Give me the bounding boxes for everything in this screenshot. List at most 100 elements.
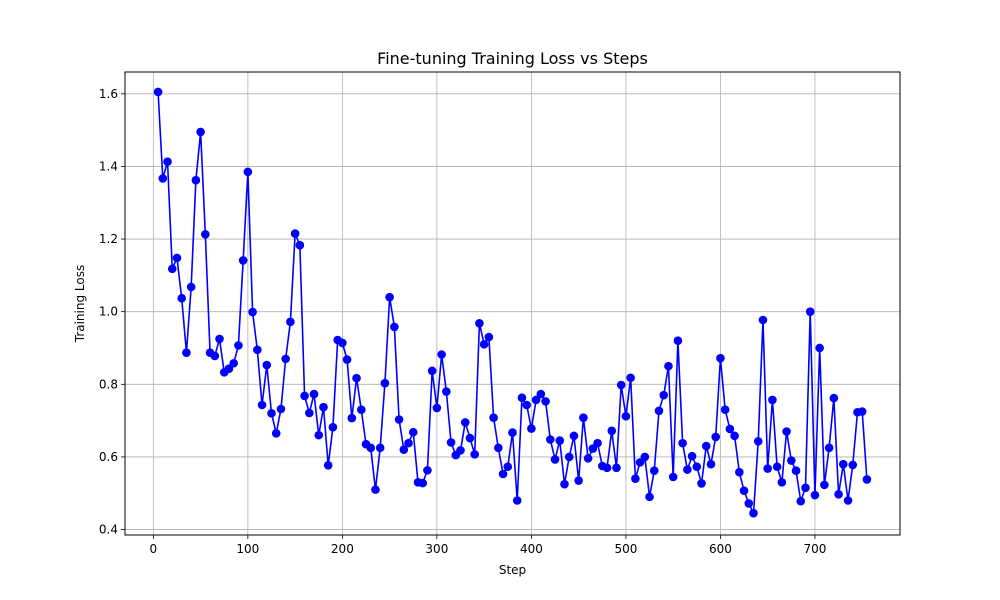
data-point — [730, 431, 739, 441]
data-point — [824, 443, 834, 453]
data-point — [248, 307, 257, 317]
data-point — [782, 427, 791, 436]
data-point — [583, 454, 593, 463]
data-point — [295, 240, 305, 250]
data-point — [271, 429, 281, 438]
x-axis-label: Step — [499, 563, 526, 577]
data-point — [607, 426, 617, 436]
data-point — [253, 345, 262, 355]
data-point — [857, 407, 867, 416]
data-point — [626, 373, 635, 383]
data-point — [810, 490, 820, 500]
data-point — [517, 393, 527, 403]
data-point — [347, 413, 357, 423]
data-point — [172, 253, 182, 263]
data-point — [319, 402, 328, 412]
data-point — [664, 361, 673, 371]
data-point — [375, 443, 385, 453]
data-point — [286, 317, 295, 327]
data-point — [465, 433, 475, 443]
data-point — [749, 508, 758, 518]
data-point — [305, 408, 314, 418]
data-point — [697, 479, 706, 488]
data-point — [281, 354, 290, 364]
data-point — [512, 496, 522, 505]
data-point — [862, 475, 872, 484]
data-point — [300, 391, 309, 401]
data-point — [475, 318, 484, 328]
y-tick-label: 1.4 — [99, 159, 118, 173]
data-point — [744, 499, 754, 508]
data-point — [838, 459, 848, 469]
data-point — [791, 466, 801, 476]
data-point — [460, 418, 470, 427]
data-point — [257, 400, 267, 410]
data-point — [328, 422, 338, 432]
y-tick-label: 0.6 — [99, 450, 118, 464]
x-tick-label: 0 — [150, 542, 158, 556]
data-point — [352, 373, 361, 383]
data-point — [621, 411, 631, 421]
data-point — [829, 393, 839, 403]
data-point — [564, 452, 574, 462]
data-point — [201, 230, 210, 239]
data-point — [262, 360, 272, 370]
data-point — [711, 432, 720, 442]
data-point — [484, 332, 494, 342]
data-point — [531, 395, 541, 405]
data-point — [602, 463, 612, 473]
data-point — [191, 175, 201, 185]
data-point — [692, 462, 702, 472]
data-point — [243, 167, 253, 177]
plot-frame — [124, 71, 901, 536]
data-point — [527, 424, 536, 433]
data-point — [276, 404, 286, 414]
data-point — [550, 455, 560, 464]
data-point — [687, 451, 697, 461]
data-point — [423, 466, 432, 475]
data-point — [404, 438, 413, 448]
data-point — [153, 87, 163, 97]
data-point — [716, 353, 725, 363]
data-point — [654, 406, 664, 416]
data-point — [649, 466, 659, 476]
data-point — [555, 436, 565, 445]
data-point — [163, 157, 172, 166]
data-point — [768, 395, 777, 405]
data-point — [673, 336, 683, 346]
data-point — [196, 127, 205, 137]
data-point — [229, 358, 238, 368]
data-point — [753, 437, 763, 446]
data-point — [569, 431, 579, 441]
x-tick-label: 400 — [520, 542, 543, 556]
data-point — [498, 469, 508, 479]
data-point — [309, 389, 319, 399]
y-tick-label: 1.2 — [99, 232, 118, 246]
data-point — [805, 307, 815, 316]
data-point — [186, 282, 196, 292]
data-point — [323, 460, 333, 470]
data-point — [489, 413, 498, 423]
series-line — [157, 91, 868, 515]
data-point — [215, 334, 224, 344]
y-axis-label: Training Loss — [73, 265, 87, 343]
data-point — [366, 443, 376, 453]
data-point — [546, 435, 555, 444]
data-point — [314, 430, 324, 440]
data-point — [787, 456, 796, 465]
data-point — [683, 465, 692, 474]
data-point — [725, 424, 735, 434]
data-point — [668, 472, 678, 482]
y-tick-label: 0.4 — [99, 523, 118, 537]
data-point — [390, 322, 399, 332]
data-point — [399, 445, 409, 454]
data-point — [758, 315, 768, 325]
data-point — [574, 476, 583, 485]
data-point — [579, 413, 588, 423]
data-point — [338, 338, 347, 348]
data-point — [290, 229, 300, 238]
data-point — [427, 366, 437, 376]
data-point — [470, 450, 480, 459]
data-point — [494, 443, 503, 453]
data-point — [659, 390, 669, 400]
